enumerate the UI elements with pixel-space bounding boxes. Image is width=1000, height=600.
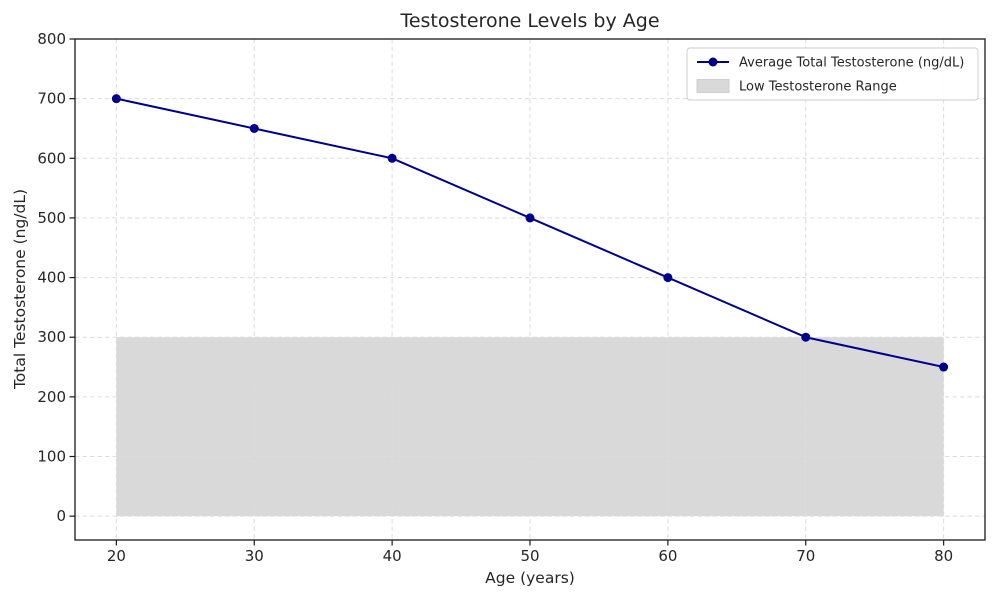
y-tick-label: 500 [37, 209, 66, 227]
y-tick-label: 700 [37, 90, 66, 108]
data-point [249, 123, 259, 133]
legend-box [686, 47, 979, 101]
data-point [663, 273, 673, 283]
y-tick-label: 200 [37, 388, 66, 406]
y-tick-label: 100 [37, 448, 66, 466]
y-tick-label: 400 [37, 269, 66, 287]
data-point [939, 362, 949, 372]
x-tick-label: 80 [934, 547, 953, 565]
chart-title: Testosterone Levels by Age [400, 10, 660, 32]
y-tick-label: 800 [37, 30, 66, 48]
data-point [387, 153, 397, 163]
x-tick-label: 30 [245, 547, 264, 565]
y-tick-label: 600 [37, 149, 66, 167]
legend-marker-sample [708, 57, 718, 67]
low-testosterone-region [116, 337, 944, 517]
legend-label: Low Testosterone Range [739, 80, 897, 95]
legend-patch-sample [696, 79, 730, 93]
x-axis-label: Age (years) [485, 569, 575, 587]
x-tick-label: 60 [658, 547, 677, 565]
y-tick-label: 0 [56, 507, 66, 525]
data-point [801, 332, 811, 342]
data-point [111, 94, 121, 104]
x-tick-label: 20 [107, 547, 126, 565]
x-tick-label: 50 [520, 547, 539, 565]
y-axis-label: Total Testosterone (ng/dL) [11, 188, 29, 390]
x-tick-label: 40 [383, 547, 402, 565]
legend-label: Average Total Testosterone (ng/dL) [739, 56, 964, 71]
data-point [525, 213, 535, 223]
y-tick-label: 300 [37, 328, 66, 346]
x-tick-label: 70 [796, 547, 815, 565]
